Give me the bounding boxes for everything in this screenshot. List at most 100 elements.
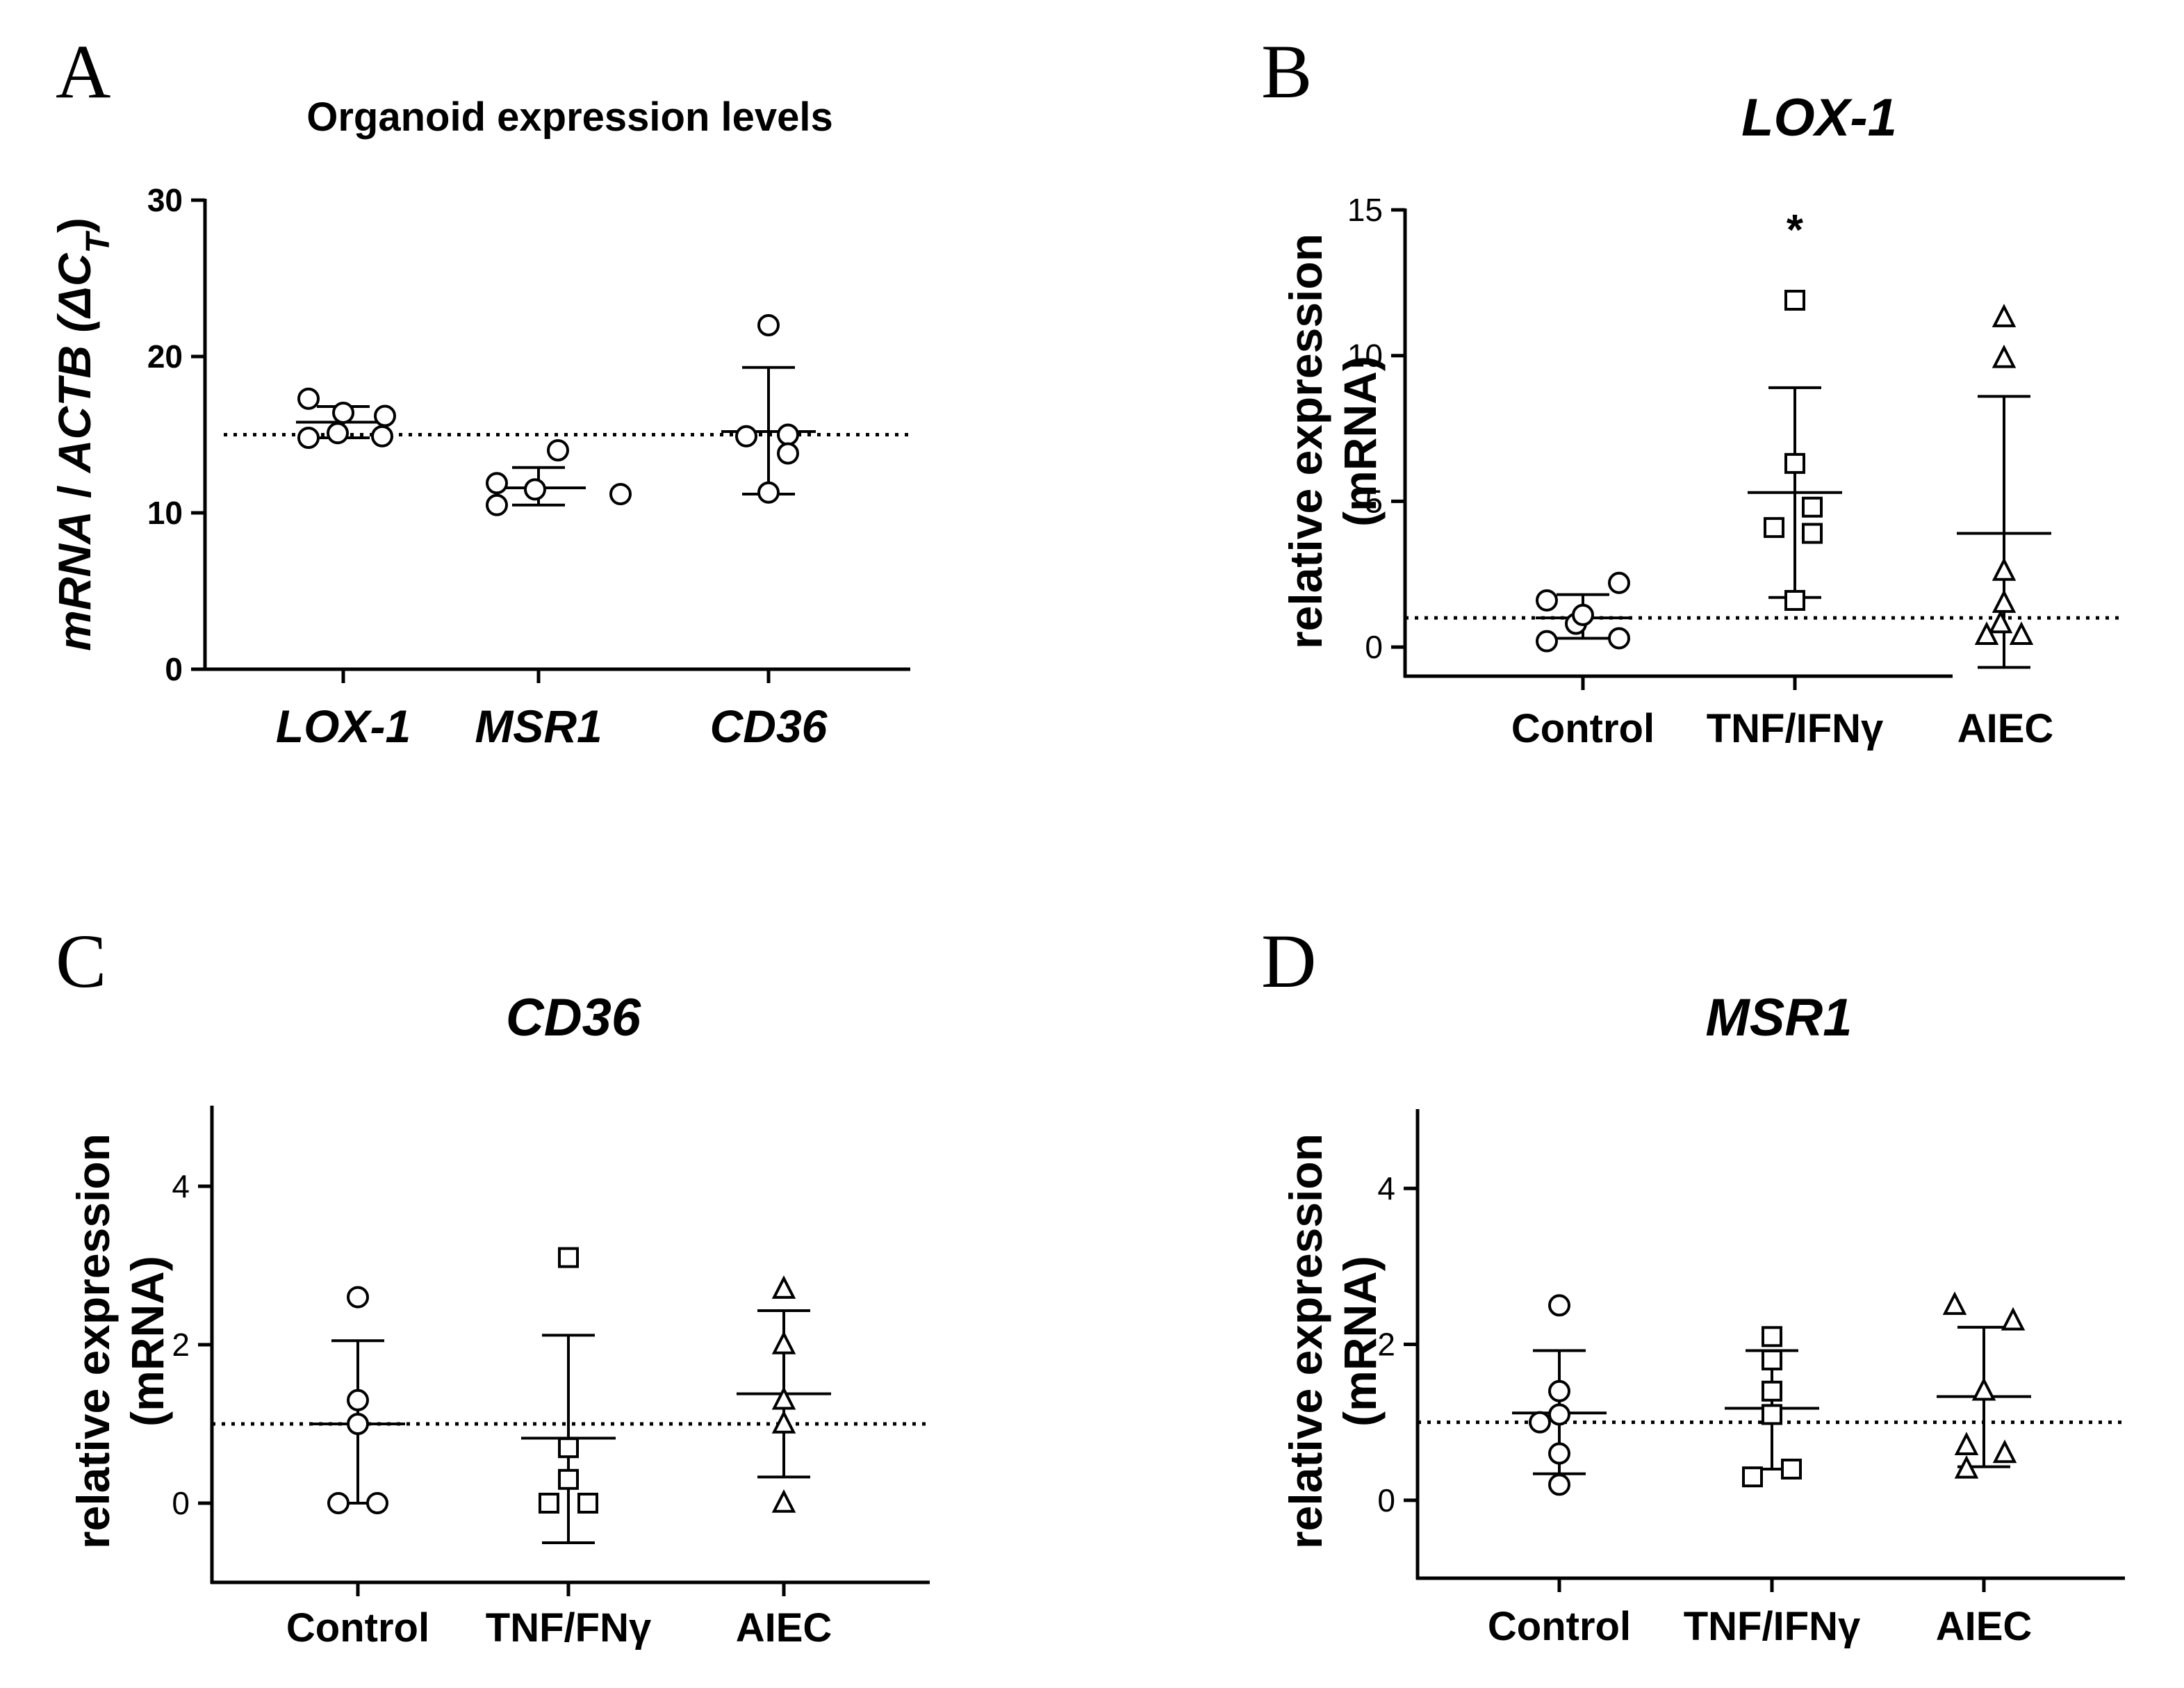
panel-d-aiec-point bbox=[2001, 1306, 2026, 1331]
panel-c-aiec-point bbox=[771, 1275, 796, 1299]
panel-a-msr1-point bbox=[486, 493, 508, 516]
panel-a-y-axis-label-part: / bbox=[49, 473, 100, 511]
panel-b-control-point bbox=[1608, 627, 1630, 650]
panel-d-title: MSR1 bbox=[1705, 988, 1852, 1047]
panel-b-tnf-ifn-point bbox=[1802, 523, 1823, 544]
panel-b-aiec-point bbox=[1988, 609, 2013, 634]
panel-c-aiec-point bbox=[771, 1386, 796, 1410]
panel-d-control-point bbox=[1529, 1411, 1551, 1434]
panel-b-aiec-point bbox=[1992, 589, 2017, 613]
panel-a-lox-1-point bbox=[297, 387, 320, 410]
panel-b-y-tick-label-5: 5 bbox=[1365, 483, 1383, 519]
panel-a-cd36-point bbox=[777, 442, 799, 465]
panel-b-y-axis-label-line-2: (mRNA) bbox=[1334, 356, 1386, 527]
panel-a-y-axis-label-part: T bbox=[80, 231, 117, 254]
panel-b-tnf-ifn-point bbox=[1802, 496, 1823, 518]
panel-a-msr1-point bbox=[524, 478, 546, 501]
panel-c-tnf-fn-point bbox=[558, 1468, 579, 1490]
panel-b-control-point bbox=[1572, 603, 1594, 626]
panel-c-control-point bbox=[366, 1492, 388, 1514]
panel-b-y-tick-label-10: 10 bbox=[1347, 338, 1383, 374]
panel-c-control-point bbox=[347, 1413, 369, 1435]
panel-b-category-label-tnf-ifn: TNF/IFNγ bbox=[1707, 706, 1884, 751]
panel-c-aiec-point bbox=[771, 1331, 796, 1354]
panel-a-cd36-point bbox=[735, 425, 757, 448]
panel-b-tnf-ifn-point bbox=[1784, 452, 1805, 474]
panel-a-y-axis-label-part: mRNA bbox=[49, 511, 100, 651]
panel-a-lox-1-point bbox=[327, 422, 349, 445]
panel-b-y-axis-label-line-1: relative expression bbox=[1280, 233, 1331, 649]
panel-a-y-tick-label-30: 30 bbox=[147, 182, 183, 218]
panel-a-category-label-cd36: CD36 bbox=[710, 700, 828, 752]
panel-b-category-label-control: Control bbox=[1511, 706, 1655, 751]
panel-a-msr1-point bbox=[547, 439, 569, 461]
panel-d-y-tick-label-4: 4 bbox=[1377, 1170, 1395, 1206]
panel-d-aiec-point bbox=[1954, 1432, 1979, 1456]
panel-c-y-tick-label-4: 4 bbox=[172, 1168, 190, 1204]
panel-a-lox-1-point bbox=[297, 427, 320, 449]
panel-d-category-label-control: Control bbox=[1488, 1604, 1631, 1649]
panel-b-aiec-point bbox=[2009, 621, 2034, 645]
panel-b-tnf-ifn-point bbox=[1764, 517, 1784, 539]
panel-b-chart: LOX-1 0 5 10 15 Control TNF/IFNγ AIEC relative e… bbox=[1280, 88, 2121, 751]
panel-a-lox-1-point bbox=[374, 404, 396, 427]
panel-b-title: LOX-1 bbox=[1741, 88, 1897, 147]
panel-d-tnf-ifn-point bbox=[1762, 1349, 1782, 1370]
panel-letter-d: D bbox=[1261, 919, 1316, 1003]
panel-d-aiec-point bbox=[1942, 1291, 1967, 1316]
panel-c-tnf-fn-point bbox=[539, 1493, 559, 1514]
panel-c-aiec-point bbox=[771, 1489, 796, 1513]
panel-b-y-tick-label-0: 0 bbox=[1365, 629, 1383, 665]
panel-d-category-label-aiec: AIEC bbox=[1936, 1604, 2033, 1649]
panel-a-category-label-lox-1: LOX-1 bbox=[276, 700, 411, 752]
panel-c-y-axis-label-line-1: relative expression bbox=[67, 1133, 119, 1549]
panel-a-msr1-point bbox=[609, 483, 632, 505]
panel-b-tnf-ifn-point bbox=[1784, 290, 1805, 311]
panel-c-title: CD36 bbox=[506, 988, 641, 1047]
panel-d-category-label-tnf-ifn: TNF/IFNγ bbox=[1684, 1604, 1861, 1649]
panel-d-control-point bbox=[1548, 1294, 1570, 1317]
panel-a-y-tick-label-0: 0 bbox=[165, 651, 183, 687]
panel-a-msr1-point bbox=[486, 472, 508, 495]
panel-a-y-tick-label-10: 10 bbox=[147, 495, 183, 531]
panel-d-control-point bbox=[1548, 1442, 1570, 1465]
panel-letter-a: A bbox=[56, 29, 110, 114]
panel-c-chart: CD36 0 2 4 Control TNF/FNγ AIEC relative expres… bbox=[67, 988, 930, 1650]
panel-c-control-point bbox=[347, 1286, 369, 1309]
panel-d-y-axis-label-line-2: (mRNA) bbox=[1334, 1256, 1386, 1427]
panel-d-tnf-ifn-point bbox=[1781, 1458, 1802, 1480]
panel-a-lox-1-point bbox=[332, 402, 354, 424]
panel-d-chart: MSR1 0 2 4 Control TNF/IFNγ AIEC relative expre… bbox=[1280, 988, 2125, 1649]
panel-b-category-label-aiec: AIEC bbox=[1957, 706, 2054, 751]
panel-a-chart: Organoid expression levels 0 10 20 30 LOX-1 MS… bbox=[49, 95, 910, 752]
panel-a-lox-1-point bbox=[371, 425, 393, 448]
panel-a-y-axis-label: mRNA / ACTB (ΔCT) bbox=[49, 218, 117, 651]
panel-a-category-label-msr1: MSR1 bbox=[475, 700, 602, 752]
panel-a-cd36-point bbox=[757, 481, 780, 504]
panel-d-tnf-ifn-point bbox=[1742, 1466, 1763, 1488]
panel-c-category-label-control: Control bbox=[286, 1605, 429, 1650]
panel-a-y-axis-label-part: ) bbox=[49, 218, 100, 233]
panel-b-control-point bbox=[1536, 630, 1558, 653]
panel-d-y-axis-label-line-1: relative expression bbox=[1280, 1133, 1331, 1549]
panel-a-cd36-point bbox=[757, 314, 780, 336]
panel-c-category-label-tnf-fn: TNF/FNγ bbox=[486, 1605, 652, 1650]
panel-letter-c: C bbox=[56, 919, 106, 1003]
panel-b-control-point bbox=[1608, 571, 1630, 594]
panel-c-aiec-point bbox=[771, 1410, 796, 1434]
panel-d-control-point bbox=[1548, 1379, 1570, 1402]
panel-d-tnf-ifn-point bbox=[1762, 1326, 1782, 1347]
panel-d-control-point bbox=[1548, 1473, 1570, 1496]
panel-b-aiec-point bbox=[1992, 344, 2017, 368]
panel-a-y-axis-label-part: (ΔC bbox=[49, 252, 100, 345]
panel-a-cd36-point bbox=[777, 423, 799, 446]
panel-c-y-tick-label-0: 0 bbox=[172, 1485, 190, 1521]
panel-b-tnf-ifn-significance-marker: * bbox=[1787, 206, 1804, 254]
panel-c-control-point bbox=[347, 1388, 369, 1411]
panel-d-control-point bbox=[1548, 1403, 1570, 1426]
panel-d-aiec-point bbox=[1992, 1439, 2017, 1464]
panel-a-y-tick-label-20: 20 bbox=[147, 338, 183, 375]
panel-d-y-tick-label-2: 2 bbox=[1377, 1327, 1395, 1363]
panel-b-aiec-point bbox=[1992, 304, 2017, 327]
